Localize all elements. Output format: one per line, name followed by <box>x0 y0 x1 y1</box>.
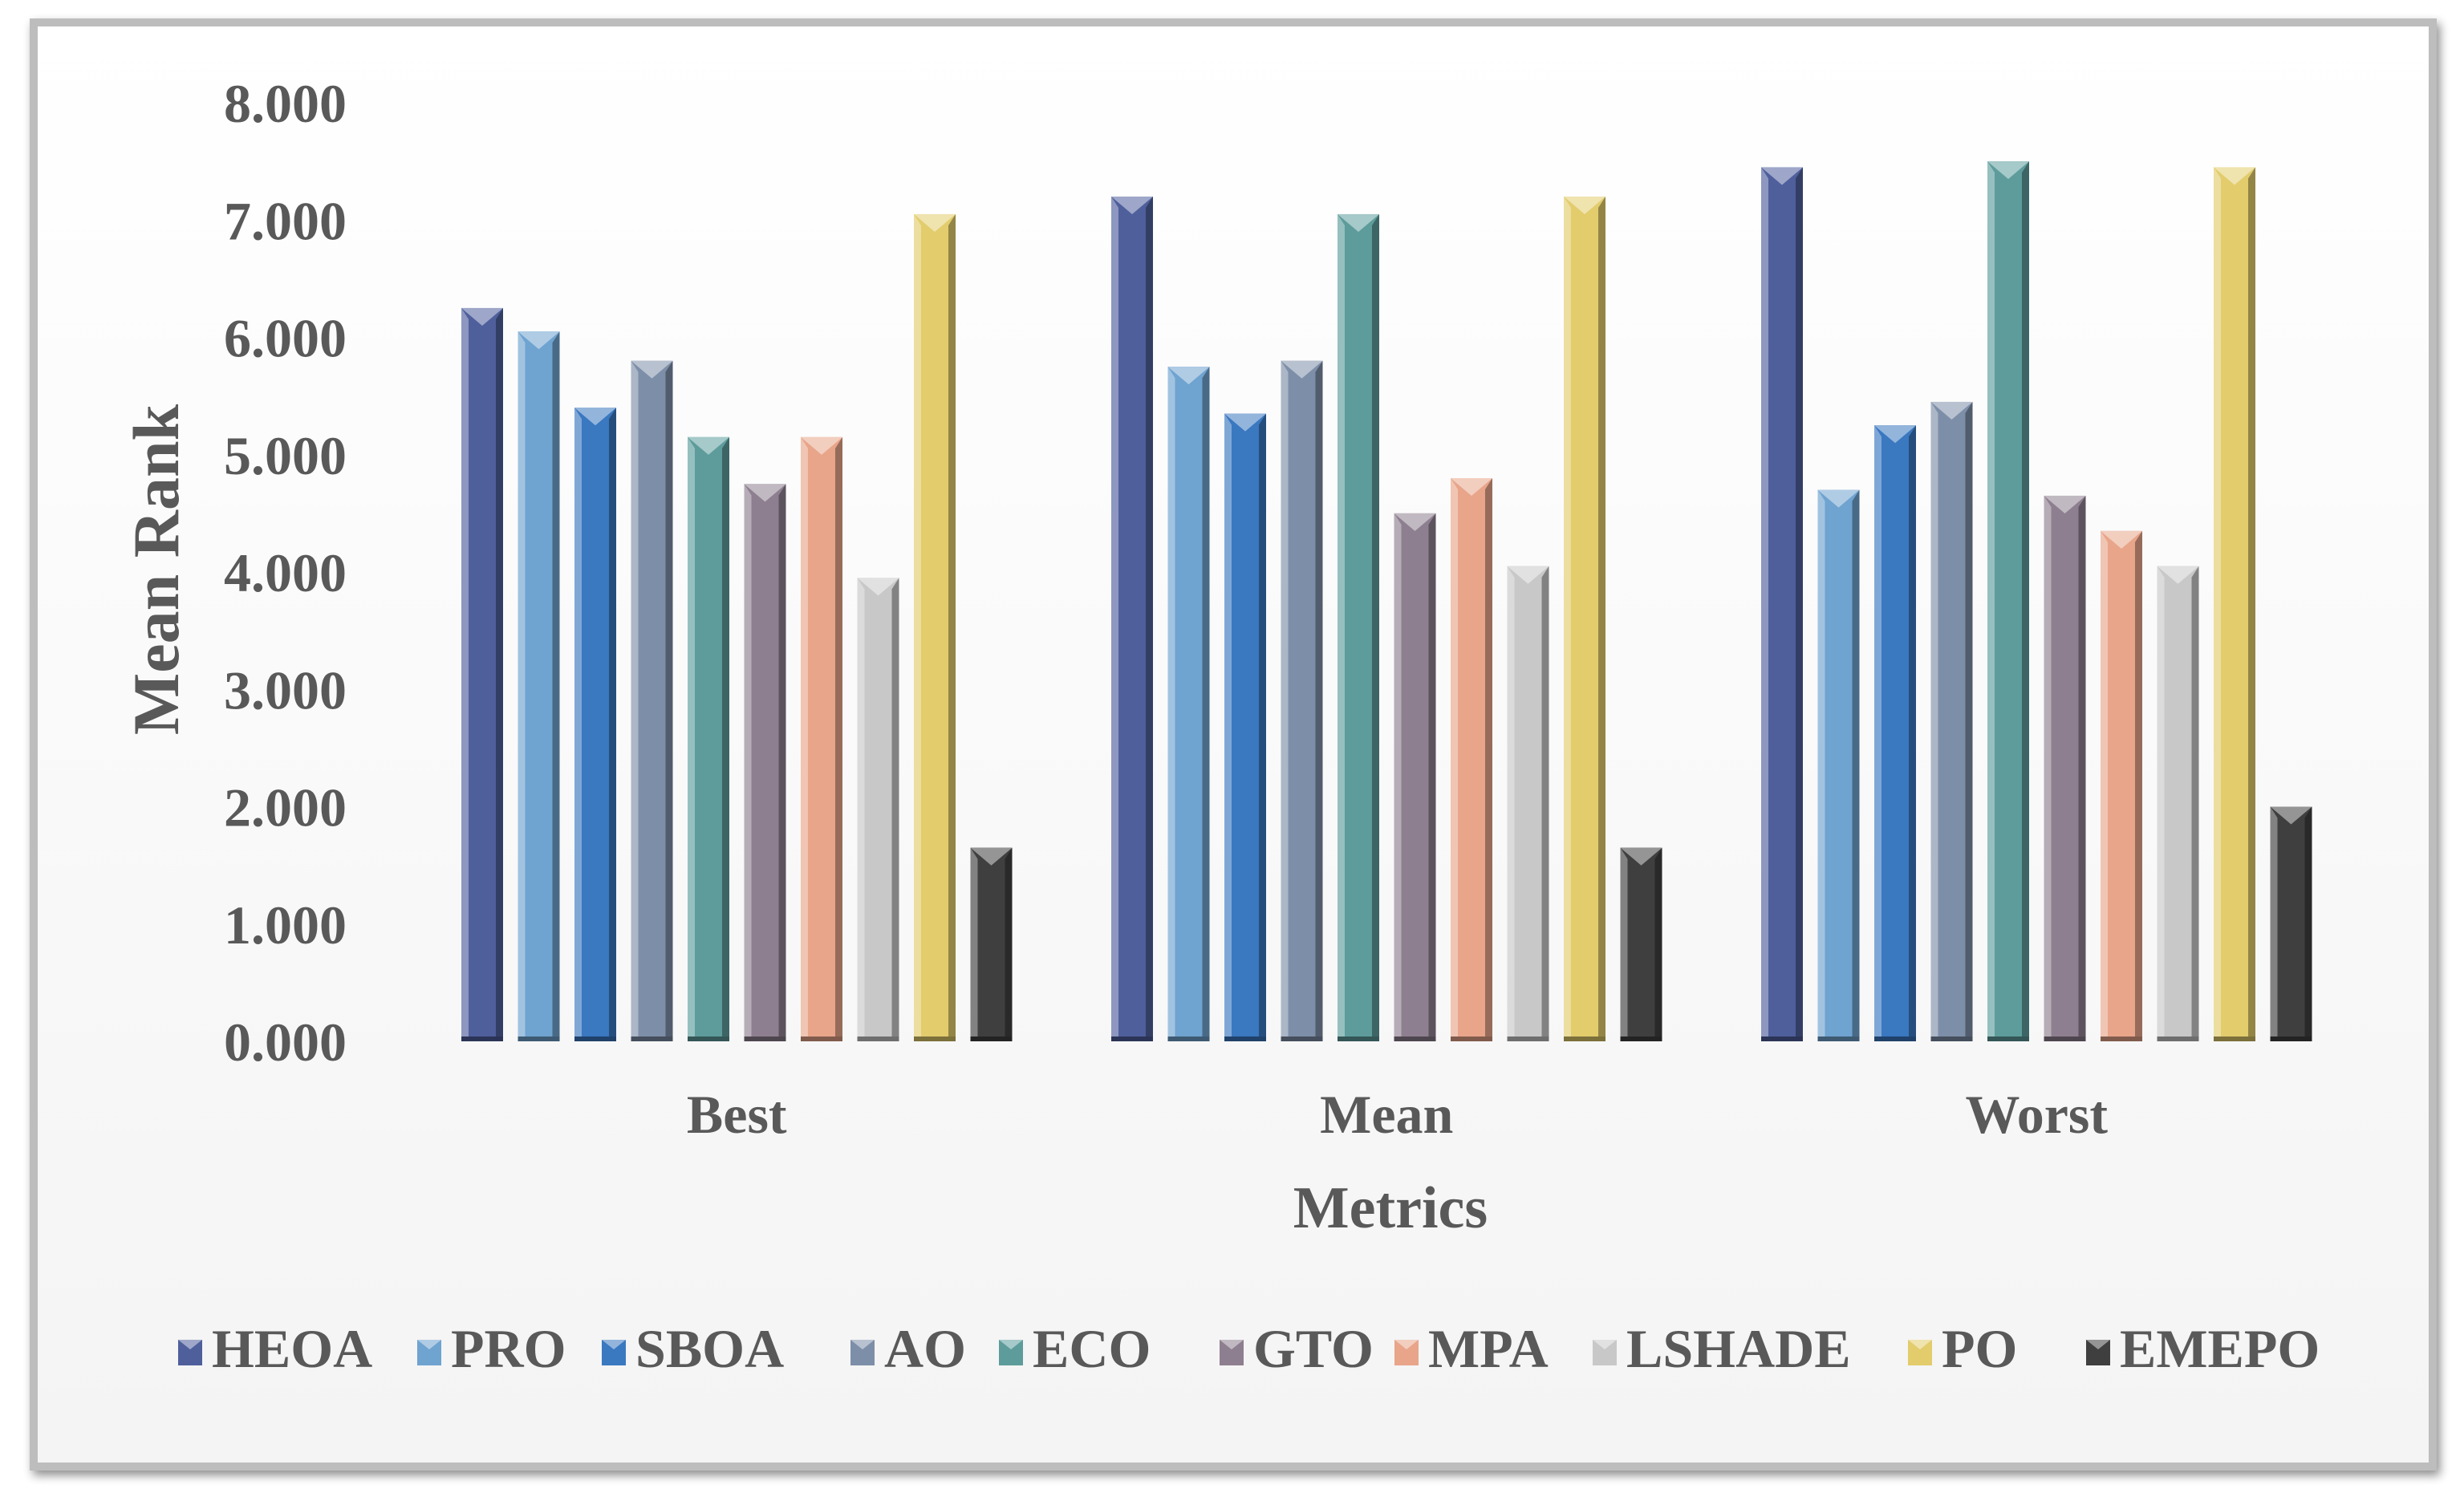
y-axis: 0.000 1.000 2.000 3.000 4.000 5.000 6.000 7.000… <box>224 73 347 1073</box>
legend-label: HEOA <box>212 1318 372 1379</box>
y-tick-label: 8.000 <box>224 73 347 134</box>
bars <box>461 161 2312 1041</box>
legend-item-mpa: MPA <box>1394 1318 1549 1379</box>
legend-label: EMEPO <box>2120 1318 2320 1379</box>
x-axis: Best Mean Worst <box>687 1084 2108 1145</box>
y-tick-label: 0.000 <box>224 1012 347 1073</box>
bar-po-best <box>914 213 956 1041</box>
y-tick-label: 4.000 <box>224 542 347 603</box>
legend-item-lshade: LSHADE <box>1593 1318 1851 1379</box>
legend: HEOA PRO SBOA AO ECO GTO MPA LSHADE PO EMEPO <box>178 1318 2320 1379</box>
bar-heoa-mean <box>1111 197 1153 1041</box>
bar-gto-mean <box>1394 513 1436 1041</box>
legend-item-gto: GTO <box>1220 1318 1374 1379</box>
legend-item-sboa: SBOA <box>602 1318 784 1379</box>
bar-ao-worst <box>1930 401 1973 1041</box>
legend-label: LSHADE <box>1626 1318 1851 1379</box>
legend-item-pro: PRO <box>417 1318 566 1379</box>
y-tick-label: 3.000 <box>224 659 347 720</box>
bar-lshade-worst <box>2157 566 2199 1041</box>
legend-label: MPA <box>1428 1318 1549 1379</box>
bar-eco-best <box>688 436 729 1041</box>
x-tick-label: Mean <box>1320 1084 1453 1145</box>
legend-item-ao: AO <box>850 1318 966 1379</box>
legend-item-emepo: EMEPO <box>2086 1318 2320 1379</box>
bar-sboa-best <box>574 408 616 1041</box>
legend-label: AO <box>884 1318 966 1379</box>
bar-gto-best <box>744 484 786 1041</box>
bar-po-worst <box>2214 167 2255 1041</box>
legend-item-eco: ECO <box>999 1318 1151 1379</box>
bar-mpa-best <box>801 436 842 1041</box>
y-tick-label: 6.000 <box>224 308 347 369</box>
bar-pro-best <box>518 331 560 1041</box>
bar-eco-mean <box>1338 213 1379 1041</box>
y-tick-label: 5.000 <box>224 425 347 486</box>
x-tick-label: Worst <box>1965 1084 2108 1145</box>
y-tick-label: 1.000 <box>224 895 347 955</box>
bar-emepo-mean <box>1620 847 1662 1041</box>
bar-po-mean <box>1564 197 1605 1041</box>
x-axis-title: Metrics <box>1293 1175 1488 1241</box>
bar-mpa-mean <box>1451 478 1492 1041</box>
bar-mpa-worst <box>2101 530 2142 1041</box>
y-axis-title: Mean Rank <box>120 404 193 735</box>
legend-label: SBOA <box>635 1318 784 1379</box>
bar-lshade-mean <box>1507 566 1549 1041</box>
y-tick-label: 7.000 <box>224 190 347 251</box>
bar-sboa-mean <box>1224 413 1266 1041</box>
legend-label: PRO <box>451 1318 566 1379</box>
legend-label: ECO <box>1033 1318 1151 1379</box>
bar-ao-best <box>631 360 673 1041</box>
legend-item-heoa: HEOA <box>178 1318 372 1379</box>
bar-lshade-best <box>857 578 899 1041</box>
bar-heoa-worst <box>1761 167 1803 1041</box>
bar-sboa-worst <box>1874 425 1916 1041</box>
bar-gto-worst <box>2044 495 2086 1041</box>
bar-heoa-best <box>461 307 503 1041</box>
x-tick-label: Best <box>687 1084 787 1145</box>
y-tick-label: 2.000 <box>224 777 347 838</box>
bar-ao-mean <box>1281 360 1323 1041</box>
bar-eco-worst <box>1987 161 2029 1041</box>
legend-item-po: PO <box>1908 1318 2017 1379</box>
bar-pro-worst <box>1817 489 1860 1041</box>
legend-label: GTO <box>1253 1318 1374 1379</box>
bar-emepo-best <box>970 847 1013 1041</box>
bar-pro-mean <box>1167 367 1210 1041</box>
legend-label: PO <box>1942 1318 2017 1379</box>
bar-emepo-worst <box>2270 806 2312 1041</box>
